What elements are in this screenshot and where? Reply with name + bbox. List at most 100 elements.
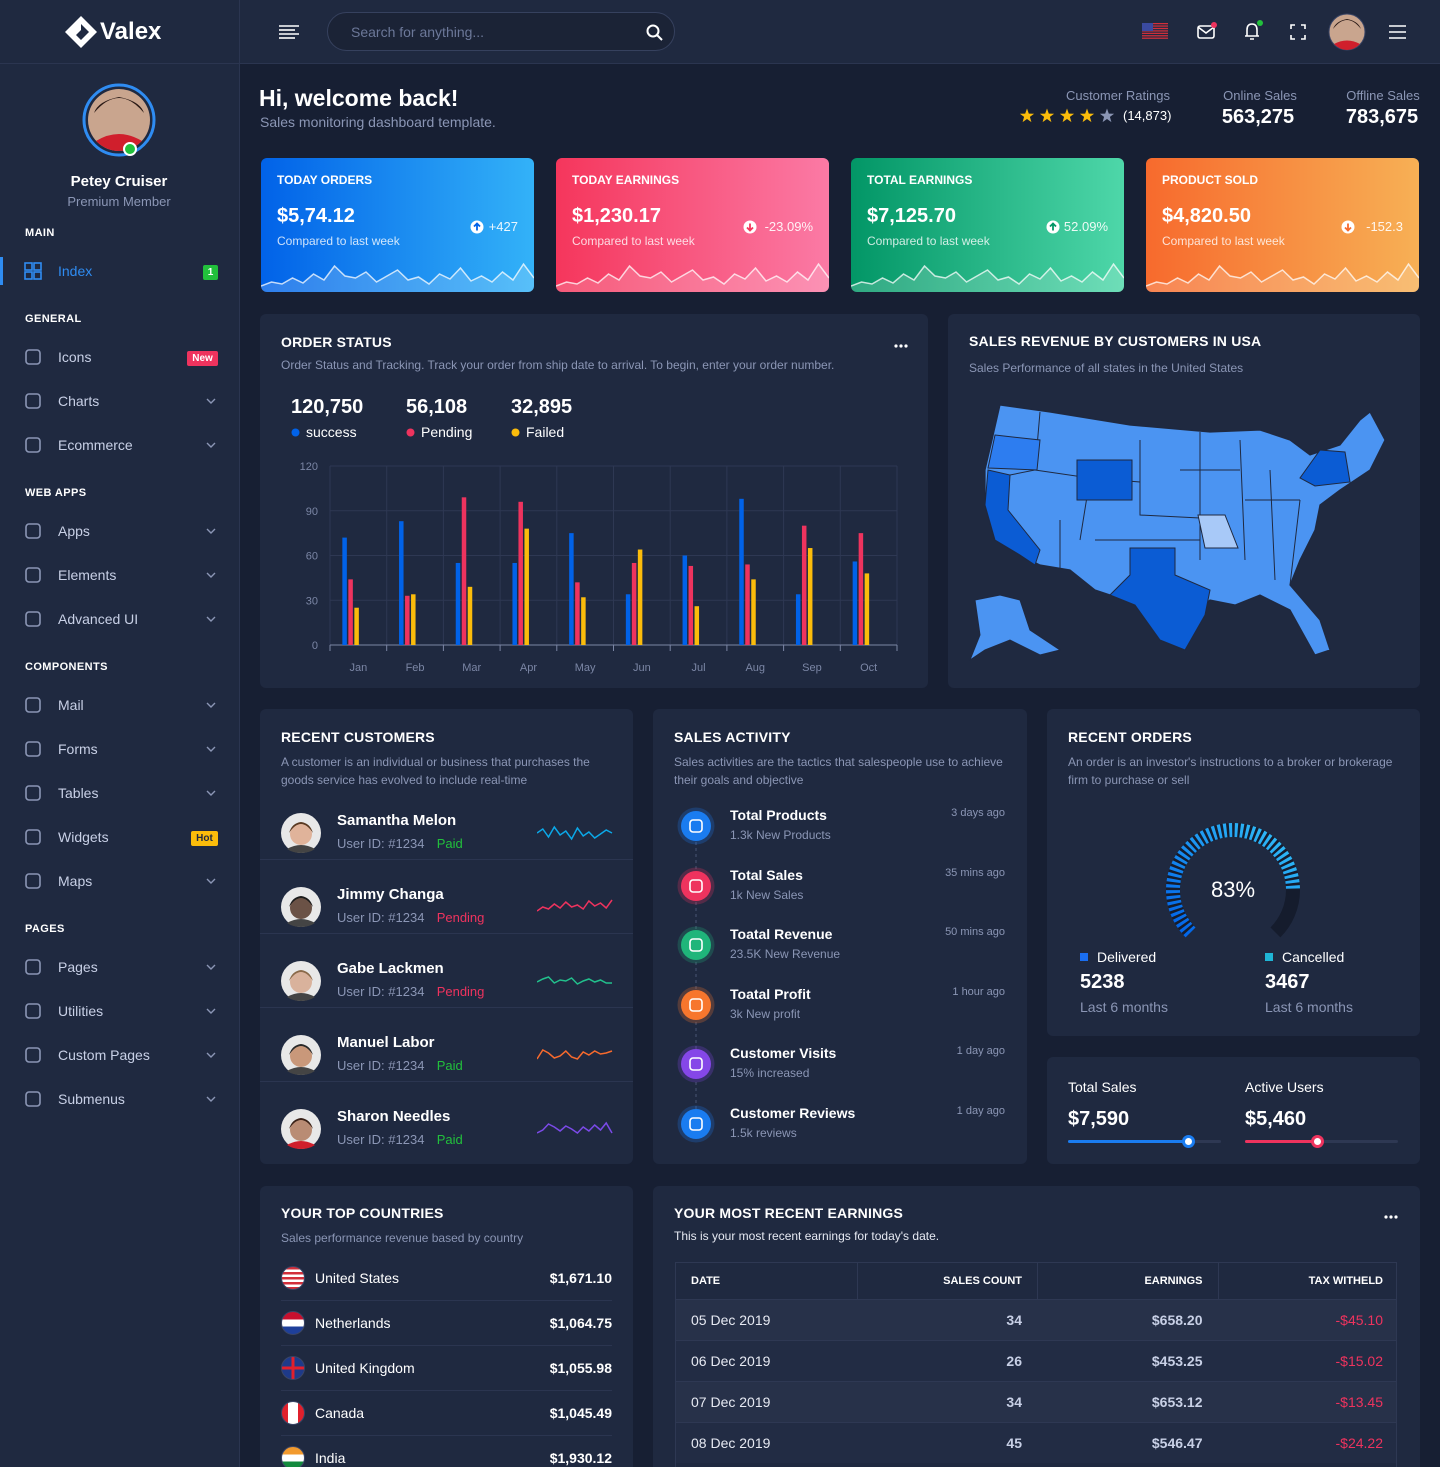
- nav-item[interactable]: Ecommerce: [0, 425, 239, 465]
- icon-circle: [681, 930, 711, 961]
- icon-part: [25, 349, 41, 365]
- customer-id: User ID: #1234: [337, 836, 425, 851]
- stat-title: TOTAL EARNINGS: [867, 173, 973, 187]
- activity-time: 1 day ago: [956, 1045, 1005, 1058]
- state-new-york: [1299, 449, 1351, 487]
- nav-icon: [25, 873, 41, 889]
- nav-item[interactable]: Tables: [0, 773, 239, 813]
- avatar-face: [290, 823, 312, 845]
- nav-item[interactable]: Submenus: [0, 1079, 239, 1119]
- nav-label: Submenus: [58, 1091, 125, 1107]
- nav-item[interactable]: Widgets Hot: [0, 817, 239, 857]
- recent-earnings-card: YOUR MOST RECENT EARNINGS This is your mo…: [653, 1186, 1420, 1467]
- summary-label: Active Users: [1245, 1079, 1324, 1095]
- slider-fill: [1068, 1140, 1188, 1143]
- nav-item[interactable]: Mail: [0, 685, 239, 725]
- nav-item[interactable]: Utilities: [0, 991, 239, 1031]
- bar: [405, 595, 410, 645]
- nav-icon: [25, 959, 41, 975]
- avatar-hair: [289, 822, 313, 833]
- stat-change: -23.09%: [764, 219, 813, 234]
- avatar-face: [290, 1119, 312, 1141]
- customer-id: User ID: #1234: [337, 910, 425, 925]
- slider-knob[interactable]: [1182, 1135, 1195, 1148]
- chevron: [206, 572, 216, 578]
- nav-item[interactable]: Custom Pages: [0, 1035, 239, 1075]
- star: [1059, 108, 1075, 123]
- customer-avatar: [281, 887, 321, 927]
- legend-swatch: [1265, 953, 1273, 961]
- chevron: [206, 1052, 216, 1058]
- nav-item[interactable]: Advanced UI: [0, 599, 239, 639]
- bar: [682, 555, 688, 645]
- header-stat-value: 563,275: [1221, 106, 1295, 128]
- slider-knob[interactable]: [1311, 1135, 1324, 1148]
- activity-detail: 3k New profit: [730, 1006, 801, 1021]
- series-total: 56,108: [406, 396, 468, 418]
- activity-icon: [677, 1045, 715, 1083]
- ratings-label: Customer Ratings: [1065, 88, 1170, 103]
- icon-circle: [681, 1109, 711, 1139]
- sparkline-line: [556, 262, 829, 287]
- sidebar-right-toggle: [1389, 25, 1406, 39]
- nav-item[interactable]: Apps: [0, 511, 239, 551]
- country-value: $1,671.10: [549, 1270, 612, 1286]
- country-value: $1,045.49: [549, 1405, 612, 1421]
- nav-item[interactable]: Forms: [0, 729, 239, 769]
- search-box[interactable]: Search for anything...: [327, 12, 675, 51]
- chevron-path: [206, 1096, 216, 1102]
- user-role: Premium Member: [67, 194, 171, 209]
- sales-activity-card: SALES ACTIVITY Sales activities are the t…: [653, 709, 1027, 1164]
- table-cell: 05 Dec 2019: [691, 1312, 771, 1328]
- x-tick-label: Mar: [462, 662, 481, 674]
- bar: [751, 579, 756, 645]
- series-total: 32,895: [511, 396, 573, 418]
- welcome-title: Hi, welcome back!: [259, 85, 459, 111]
- nav-label: Forms: [58, 741, 98, 757]
- icon-circle: [681, 1049, 711, 1080]
- chevron: [206, 616, 216, 622]
- nav-item[interactable]: Icons New: [0, 337, 239, 377]
- nav-badge: New: [187, 351, 218, 366]
- activity-time: 50 mins ago: [945, 926, 1005, 939]
- nav-icon: [25, 393, 41, 409]
- nav-label: Icons: [58, 349, 92, 365]
- chevron-path: [206, 746, 216, 752]
- stat-sparkline: [556, 262, 829, 292]
- mail-button: [1197, 22, 1217, 39]
- nav-item[interactable]: Index 1: [0, 251, 239, 291]
- bar: [688, 565, 694, 645]
- stat-value: $1,230.17: [572, 205, 661, 227]
- y-tick-label: 0: [312, 640, 318, 652]
- table-cell: 34: [1006, 1312, 1022, 1328]
- flap: [1197, 26, 1215, 34]
- x-tick-label: Oct: [860, 662, 877, 674]
- activity-icon: [677, 807, 715, 845]
- stat-card: TOTAL EARNINGS $7,125.70 Compared to last …: [851, 158, 1124, 292]
- nav-item[interactable]: Pages: [0, 947, 239, 987]
- logo-icon: [65, 16, 97, 48]
- card-title: RECENT ORDERS: [1068, 729, 1192, 745]
- icon-part: [25, 741, 41, 757]
- avatar-shirt: [287, 1067, 315, 1075]
- legend-value: 5238: [1080, 971, 1125, 993]
- stat-card: TODAY EARNINGS $1,230.17 Compared to last …: [556, 158, 829, 292]
- bar: [399, 521, 404, 645]
- avatar-shirt: [287, 1141, 315, 1149]
- nav-label: Custom Pages: [58, 1047, 150, 1063]
- country-name: United States: [315, 1270, 400, 1286]
- nav-label: Widgets: [58, 829, 109, 845]
- customer-avatar: [281, 961, 321, 1001]
- table-row: 07 Dec 2019 34 $653.12 -$13.45: [676, 1381, 1396, 1422]
- chevron-path: [206, 878, 216, 884]
- icon-part: [25, 697, 41, 713]
- stripe: [1142, 35, 1168, 37]
- chevron-path: [206, 702, 216, 708]
- activity-detail: 15% increased: [730, 1066, 810, 1081]
- bar: [864, 573, 870, 645]
- nav-item[interactable]: Maps: [0, 861, 239, 901]
- bar: [694, 606, 700, 645]
- dot: [894, 344, 898, 348]
- nav-item[interactable]: Charts: [0, 381, 239, 421]
- nav-item[interactable]: Elements: [0, 555, 239, 595]
